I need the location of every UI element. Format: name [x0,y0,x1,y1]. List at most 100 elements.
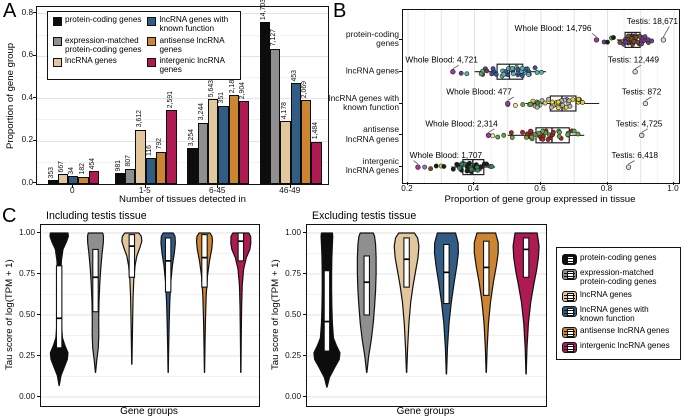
legend-entry: protein-coding genes [53,15,141,34]
tissue-point [633,34,639,40]
tissue-point [520,102,526,107]
tissue-point [571,128,577,134]
tissue-point [550,129,556,135]
panel-c-y-tick-label: 0.50 [285,309,301,319]
legend-entry: expression-matched protein-coding genes [53,35,142,55]
panel-c-y-tick-mark [303,396,306,397]
panel-b-y-tick-mark [399,134,402,136]
tissue-point [493,71,499,77]
legend-entry: lncRNA genes with known function [147,15,235,34]
legend-swatch-icon [147,16,157,26]
violin-boxplot-icon-line [564,261,575,262]
panel-b-x-tick-mark [406,182,408,185]
violin-box [128,234,136,278]
legend-entry: lncRNA genes [562,290,675,302]
bar-6-45 [228,95,239,184]
violin-boxplot-icon [562,342,577,354]
violin-boxplot-icon-box [567,307,574,316]
violin-box [522,237,530,278]
tissue-points [450,65,638,79]
bar-value-label: 3,244 [197,103,205,121]
panel-c-y-tick-label: 0.50 [19,309,35,319]
panel-a-x-tick-mark [217,185,219,188]
violin-boxplot-icon-line [564,309,575,311]
tissue-point [538,69,544,75]
tissue-point [441,164,447,169]
tissue-point [546,96,551,102]
bar-value-label: 454 [88,157,96,170]
whole-blood-annotation-line [507,96,514,101]
bar-0 [47,180,58,184]
violin-box [201,234,208,288]
legend-entry-label: expression-matched protein-coding genes [65,35,142,54]
whole-blood-annotation-line [591,33,597,38]
tissue-point [422,164,428,170]
violin-boxplot-icon-line [564,276,575,277]
bar-1-5 [114,173,126,184]
panel-c-y-tick-mark [37,355,40,356]
panel-c-y-tick-label: 0.25 [19,350,35,360]
testis-point [632,69,638,75]
panel-c-y-tick-label: 1.00 [285,227,301,237]
testis-annotation-label: Testis: 12,449 [608,55,660,65]
tissue-point [454,161,460,167]
tissue-point [523,134,529,140]
panel-b-x-tick-mark [673,182,674,185]
legend-entry-label: intergenic lncRNA genes [580,341,670,351]
violin-boxplot-icon [562,269,577,280]
panel-c-right-plot-area [306,224,547,407]
bar-value-label: 5,643 [208,79,216,98]
violin-boxplot-icon [562,290,577,302]
panel-a-label: A [3,0,17,22]
panel-c-y-tick-mark [37,273,40,274]
testis-annotation-label: Testis: 18,671 [627,16,679,26]
tissue-point [478,71,484,77]
tissue-point [535,100,541,106]
legend-swatch-icon [53,37,62,47]
panel-b-row-label: antisense lncRNA genes [345,124,399,144]
whole-blood-annotation-line [488,128,495,133]
testis-annotation-label: Testis: 872 [622,87,662,97]
bar-46-49 [311,141,322,184]
panel-a-y-tick-mark [33,54,36,56]
violin [121,232,143,365]
panel-c-y-tick-mark [303,273,306,274]
tissue-point [428,166,433,172]
whole-blood-annotation-label: Whole Blood: 1,707 [410,150,483,160]
tissue-point [464,164,470,170]
whole-blood-point [593,37,600,43]
panel-c-left-title: Including testis tissue [46,210,147,222]
tissue-point [534,104,540,110]
tissue-point [433,163,439,169]
legend-entry-label: expression-matched protein-coding genes [580,268,657,286]
tissue-point [540,128,546,134]
tissue-point [501,71,507,77]
violin-box [164,237,172,293]
bar-1-5 [156,151,167,184]
violin-box [55,265,63,349]
bar-0 [88,171,99,184]
testis-point [639,132,645,138]
panel-c-label: C [2,205,17,227]
tissue-point [580,100,585,105]
whole-blood-point [415,164,421,170]
tissue-point [566,98,572,104]
bar-1-5 [166,110,177,184]
panel-a-x-axis-title: Number of tissues detected in [119,194,246,205]
tissue-point [509,135,515,140]
tissue-point [617,40,623,45]
bar-46-49 [259,22,271,184]
whole-blood-point [505,100,511,107]
tissue-point [575,131,581,137]
legend-entry-label: protein-coding genes [580,253,657,262]
tissue-point [605,39,610,45]
violin-boxplot-icon-line [564,349,575,351]
tissue-point [631,39,637,44]
violin-boxplot-icon-box [567,292,574,301]
tissue-point [490,66,496,72]
panel-b-y-tick-mark [399,102,402,104]
violin [195,232,214,373]
violin-boxplot-icon-box [567,271,574,279]
panel-a-x-tick-label: 46-49 [279,186,301,195]
testis-annotation-label: Testis: 6,418 [611,150,658,160]
